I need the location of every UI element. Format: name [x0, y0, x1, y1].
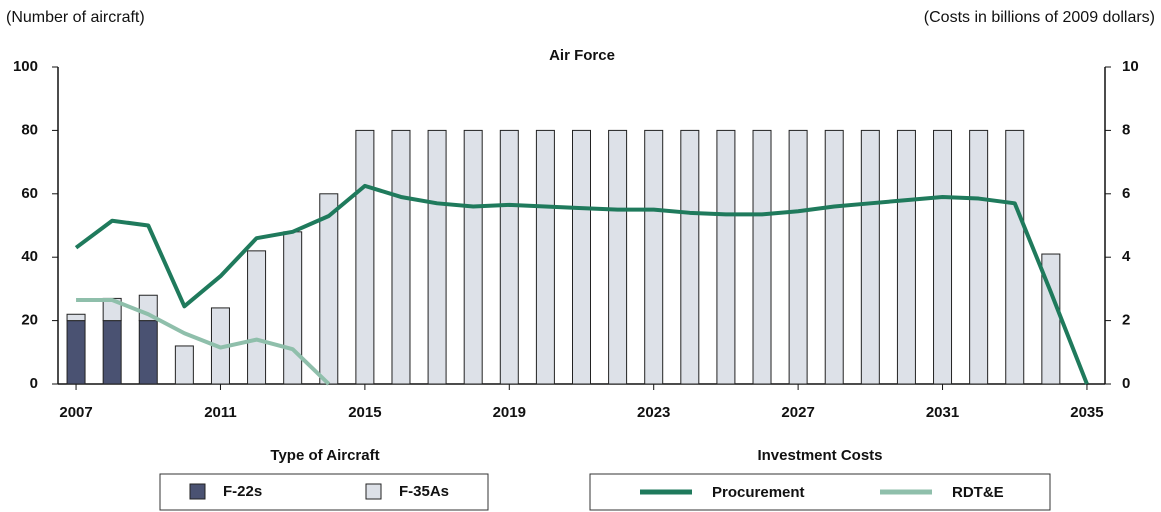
y2-axis-label: (Costs in billions of 2009 dollars)	[924, 9, 1155, 26]
y2-tick-label: 4	[1122, 248, 1131, 265]
bar	[608, 129, 628, 385]
y2-tick-label: 8	[1122, 121, 1130, 138]
bar	[283, 231, 303, 385]
bar	[933, 129, 953, 385]
bar	[391, 129, 411, 385]
x-tick-label: 2027	[781, 404, 814, 421]
legend-box	[589, 473, 1051, 511]
legend-title: Type of Aircraft	[270, 447, 379, 464]
x-tick-label: 2019	[493, 404, 526, 421]
x-tick-label: 2023	[637, 404, 670, 421]
y2-tick-label: 0	[1122, 375, 1130, 392]
x-tick-label: 2031	[926, 404, 959, 421]
bar	[969, 129, 989, 385]
bar	[427, 129, 447, 385]
legend-label: Procurement	[712, 484, 805, 501]
bar	[138, 320, 158, 385]
y-tick-label: 40	[21, 248, 38, 265]
bar	[463, 129, 483, 385]
y-tick-label: 80	[21, 121, 38, 138]
bar	[752, 129, 772, 385]
bar	[247, 250, 267, 385]
bar	[174, 345, 194, 385]
y-axis-label: (Number of aircraft)	[6, 9, 145, 26]
bar	[66, 320, 86, 385]
y-tick-label: 60	[21, 185, 38, 202]
legend-label: F-35As	[399, 483, 449, 500]
legend-swatch	[365, 483, 382, 500]
bar	[860, 129, 880, 385]
bar	[499, 129, 519, 385]
x-tick-label: 2007	[59, 404, 92, 421]
x-tick-label: 2011	[204, 404, 237, 421]
y-tick-label: 20	[21, 312, 38, 329]
bar	[824, 129, 844, 385]
bar	[716, 129, 736, 385]
bar	[355, 129, 375, 385]
bar	[896, 129, 916, 385]
bar	[102, 320, 122, 385]
legend-label: RDT&E	[952, 484, 1004, 501]
legend-swatch	[189, 483, 206, 500]
bar	[319, 193, 339, 385]
bar	[66, 313, 86, 322]
line	[76, 297, 331, 386]
bar	[788, 129, 808, 385]
bar	[644, 129, 664, 385]
bar	[572, 129, 591, 385]
legend-title: Investment Costs	[757, 447, 882, 464]
y-tick-label: 0	[30, 375, 38, 392]
y2-tick-label: 2	[1122, 312, 1130, 329]
bar	[1005, 129, 1025, 385]
bar	[680, 129, 700, 385]
legend-box	[159, 473, 489, 511]
y2-tick-label: 6	[1122, 185, 1130, 202]
y-tick-label: 100	[13, 58, 38, 75]
x-tick-label: 2015	[348, 404, 381, 421]
legend-label: F-22s	[223, 483, 262, 500]
x-tick-label: 2035	[1070, 404, 1103, 421]
chart-title: Air Force	[549, 47, 615, 64]
bar	[535, 129, 555, 385]
line	[74, 183, 1089, 385]
y2-tick-label: 10	[1122, 58, 1139, 75]
